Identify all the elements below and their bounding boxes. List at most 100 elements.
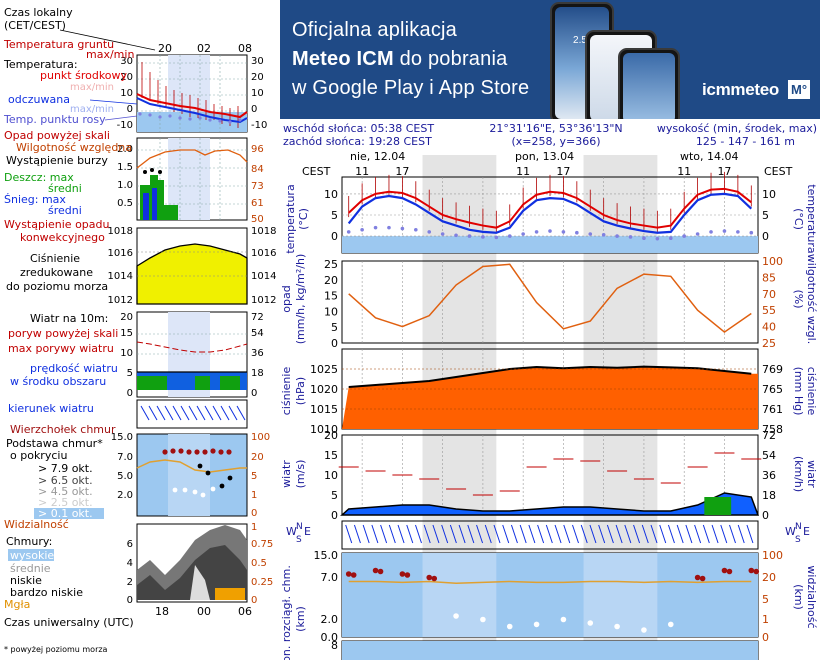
night-band-sky (583, 553, 658, 637)
cloud-base-point (694, 574, 701, 581)
cloud-base-point (748, 567, 755, 574)
wind-tick-kmh: 18 (762, 489, 776, 502)
temp-tick-left: 10 (324, 188, 338, 201)
banner-line-2: Meteo ICM do pobrania (292, 48, 507, 71)
wind-arrow (615, 524, 623, 544)
svg-text:2: 2 (127, 577, 133, 588)
logo-badge: M° (788, 80, 810, 99)
dewpoint-point (655, 236, 660, 241)
wind-arrow (449, 524, 457, 544)
meteogram: wschód słońca: 05:38 CEST zachód słońca:… (280, 122, 818, 660)
day-label-1: nie, 12.04 (350, 150, 405, 163)
legend-rain-max: Deszcz: max (4, 171, 74, 184)
svg-text:4: 4 (127, 558, 133, 569)
night-band-sky (422, 553, 497, 637)
humidity-tick: 85 (762, 271, 776, 284)
legend-feels: odczuwana (8, 93, 70, 106)
cloud-base-point (641, 627, 647, 633)
dewpoint-point (615, 234, 619, 238)
svg-text:20: 20 (120, 312, 133, 323)
legend-okt-3: > 4.5 okt. (38, 485, 93, 498)
legend-wind-dir: kierunek wiatru (8, 402, 94, 415)
legend-dewpoint: Temp. punktu rosy (3, 113, 106, 126)
wind-arrow (371, 524, 379, 544)
dewpoint-point (628, 235, 633, 239)
svg-text:36: 36 (251, 348, 264, 359)
legend-pressure-1: Ciśnienie (30, 252, 80, 265)
compass-left-e: E (304, 525, 311, 538)
wind-arrow (667, 524, 675, 544)
svg-text:20: 20 (251, 72, 264, 83)
wind-tick: 0 (331, 509, 338, 522)
wind-arrow (580, 524, 588, 544)
legend-wind-speed-2: w środku obszaru (10, 375, 106, 388)
dewpoint-point (346, 230, 351, 234)
wind-tick: 10 (324, 469, 338, 482)
wind-arrow (519, 524, 527, 544)
wind-arrow (702, 524, 710, 544)
temp-title-right: temperatura (805, 184, 818, 253)
day-label-2: pon, 13.04 (515, 150, 574, 163)
legend-okt-5: > 0.1 okt. (38, 507, 93, 520)
vis-tick: 15.0 (314, 549, 339, 562)
legend-hour-bottom-3: 06 (238, 605, 252, 618)
svg-text:54: 54 (251, 328, 264, 339)
vis-tick-km: 1 (762, 613, 769, 626)
svg-text:1012: 1012 (108, 295, 133, 306)
svg-text:0.75: 0.75 (251, 539, 273, 550)
svg-text:0: 0 (127, 388, 133, 399)
svg-text:10: 10 (120, 348, 133, 359)
legend-storm: Wystąpienie burzy (6, 154, 108, 167)
wind-arrow (441, 524, 449, 544)
pressure-tick: 1025 (310, 363, 338, 376)
cloud-base-point (350, 572, 357, 578)
wind-arrow (729, 524, 736, 544)
legend-gust-max: max porywy wiatru (8, 342, 114, 355)
sky-area (342, 553, 758, 637)
banner-line-3: w Google Play i App Store (292, 77, 530, 99)
hour-label: 17 (717, 165, 731, 178)
svg-text:73: 73 (251, 181, 264, 192)
humidity-tick: 70 (762, 288, 776, 301)
banner-download: do pobrania (393, 48, 508, 70)
dewpoint-point (360, 227, 364, 232)
coords-text: 21°31'16"E, 53°36'13"N (489, 122, 622, 135)
dewpoint-point (414, 227, 418, 232)
precip-tick: 25 (324, 258, 338, 271)
cloud-base-point (345, 571, 352, 577)
tz-right: CEST (764, 165, 793, 178)
wind-arrow (458, 524, 466, 544)
dewpoint-point (373, 225, 378, 230)
vis-unit-left: (km) (294, 606, 307, 632)
compass-right: W (785, 525, 796, 538)
wind-tick: 5 (331, 489, 338, 502)
wind-title-right: wiatr (805, 460, 818, 488)
legend-pressure-2: zredukowane (20, 266, 93, 279)
compass-left-s: S (296, 535, 302, 545)
dewpoint-point (548, 229, 552, 233)
legend-okt-1: > 7.9 okt. (38, 462, 93, 475)
svg-text:0: 0 (127, 595, 133, 606)
legend-time-local-2: (CET/CEST) (4, 19, 66, 32)
svg-text:5: 5 (251, 471, 257, 482)
wind-arrow (353, 524, 361, 544)
vis-unit-right: (km) (792, 584, 805, 610)
dewpoint-point (668, 236, 673, 241)
wind-arrow (641, 524, 649, 544)
vis-tick-km: 20 (762, 571, 776, 584)
cloud-base-point (372, 567, 379, 574)
wind-arrow (510, 524, 518, 544)
wind-arrow (606, 524, 614, 544)
legend-humidity: Wilgotność względna (16, 141, 132, 154)
wind-arrow (467, 524, 475, 544)
compass-left: W (286, 525, 297, 538)
cloud-base-point (667, 621, 674, 628)
wind-unit-left: (m/s) (294, 460, 307, 489)
app-banner[interactable]: Oficjalna aplikacja Meteo ICM do pobrani… (280, 0, 820, 119)
cloud-base-point (426, 574, 433, 581)
cloud-base-point (431, 575, 438, 582)
dewpoint-point (709, 230, 713, 234)
legend-clouds-very-low: bardzo niskie (10, 586, 83, 599)
wind-arrow (380, 524, 388, 544)
